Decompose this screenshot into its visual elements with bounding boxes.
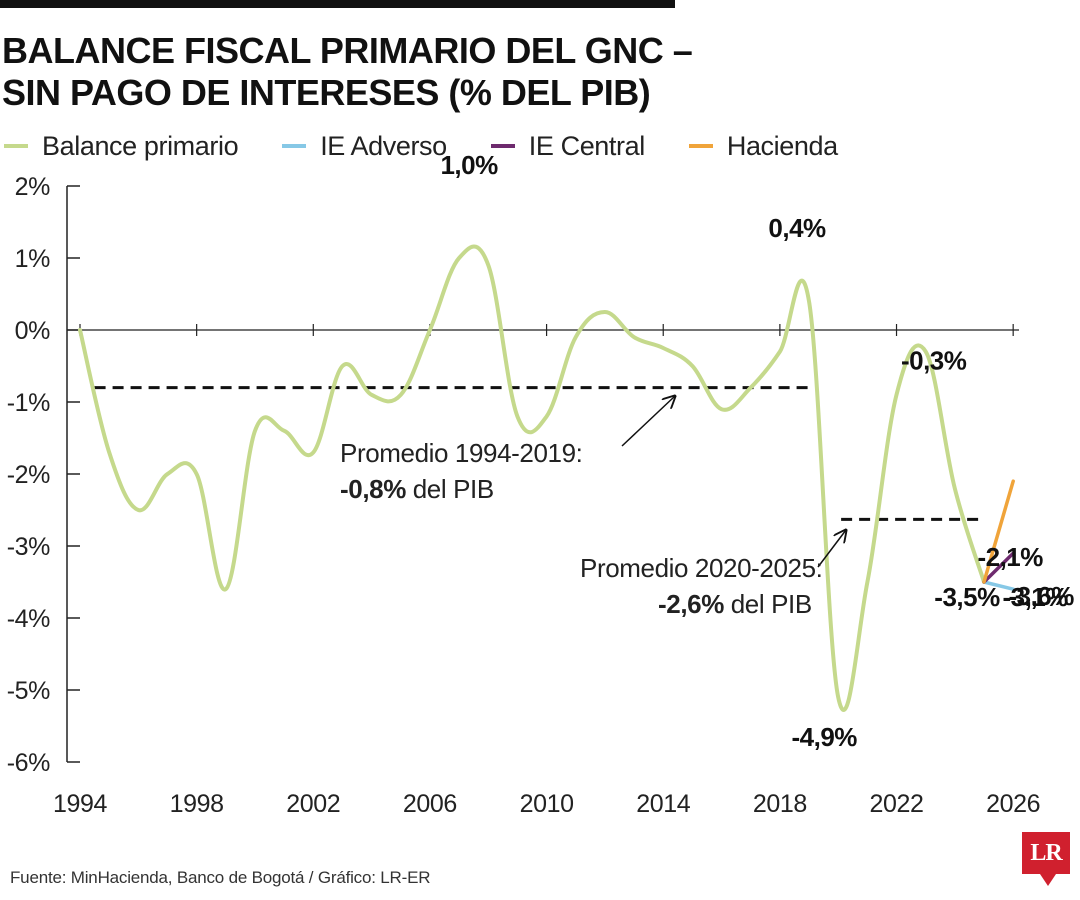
top-rule xyxy=(0,0,675,8)
legend-item-ie-central: IE Central xyxy=(490,130,645,162)
x-tick-label: 2006 xyxy=(403,790,457,818)
x-tick-label: 2002 xyxy=(286,790,340,818)
series-line-ie-adverso xyxy=(982,580,1015,591)
annotation-2020-2025-value: -2,6% xyxy=(658,589,724,619)
lr-logo-tail xyxy=(1040,874,1056,886)
data-label: -0,3% xyxy=(901,346,967,376)
x-tick-label: 2026 xyxy=(986,790,1040,818)
source-note: Fuente: MinHacienda, Banco de Bogotá / G… xyxy=(10,868,431,887)
lr-logo-text: LR xyxy=(1030,840,1062,866)
series-line-ie-central xyxy=(982,551,1015,584)
x-tick-label: 2010 xyxy=(520,790,574,818)
y-tick-label: -1% xyxy=(7,389,50,417)
chart-title: BALANCE FISCAL PRIMARIO DEL GNC – SIN PA… xyxy=(2,30,693,114)
legend-item-hacienda: Hacienda xyxy=(688,130,838,162)
annotation-1994-2019-value: -0,8% xyxy=(340,474,406,504)
series-line-hacienda xyxy=(982,479,1015,584)
chart-title-line-2: SIN PAGO DE INTERESES (% DEL PIB) xyxy=(2,72,651,113)
legend: Balance primario IE Adverso IE Central H… xyxy=(4,128,882,164)
legend-label: Hacienda xyxy=(726,130,838,161)
y-tick-label: -5% xyxy=(7,677,50,705)
annotation-1994-2019-suffix: del PIB xyxy=(406,474,494,504)
annotation-2020-2025-suffix: del PIB xyxy=(724,589,812,619)
x-tick-label: 2022 xyxy=(870,790,924,818)
annotation-2020-2025: Promedio 2020-2025: -2,6% del PIB xyxy=(580,553,829,619)
x-tick-label: 2014 xyxy=(636,790,691,818)
legend-swatch xyxy=(282,144,307,148)
legend-label: IE Adverso xyxy=(320,130,447,161)
chart-title-line-1: BALANCE FISCAL PRIMARIO DEL GNC – xyxy=(2,30,693,71)
legend-swatch xyxy=(688,144,713,148)
series-lines xyxy=(78,244,1015,712)
annotation-1994-2019: Promedio 1994-2019: -0,8% del PIB xyxy=(340,438,589,504)
x-tick-label: 1994 xyxy=(53,790,108,818)
y-tick-label: -4% xyxy=(7,605,50,633)
legend-item-balance-primario: Balance primario xyxy=(4,130,239,162)
y-tick-label: 1% xyxy=(15,245,51,273)
annotation-arrows xyxy=(621,396,846,568)
y-tick-label: -2% xyxy=(7,461,50,489)
lr-logo: LR xyxy=(1022,832,1070,874)
data-label: 0,4% xyxy=(768,213,826,243)
series-line-balance-primario xyxy=(78,244,986,712)
data-label: 1,0% xyxy=(440,150,498,180)
legend-label: IE Central xyxy=(528,130,645,161)
y-tick-label: -3% xyxy=(7,533,50,561)
x-tick-label: 2018 xyxy=(753,790,807,818)
y-tick-label: 2% xyxy=(15,173,51,201)
data-label: -3,5% xyxy=(934,582,1000,612)
axes: 2% 1% 0% -1% -2% -3% -4% -5% -6%1994 1998 2002 2006… xyxy=(7,173,1041,818)
x-tick-label: 1998 xyxy=(170,790,224,818)
legend-item-ie-adverso: IE Adverso xyxy=(282,131,447,162)
data-labels: 1,0% 0,4% -0,3% -4,9% -3,5% -2,1% -3,1%-3,6% xyxy=(440,150,1074,752)
data-label: -3,1% xyxy=(1002,582,1068,612)
data-label: -3,6% xyxy=(1008,581,1074,611)
annotation-1994-2019-line1: Promedio 1994-2019: xyxy=(340,438,582,468)
annotation-2020-2025-line1: Promedio 2020-2025: xyxy=(580,553,822,583)
data-label: -4,9% xyxy=(791,722,857,752)
annotation-arrow xyxy=(621,396,675,447)
data-label: -2,1% xyxy=(977,542,1043,572)
average-lines xyxy=(94,386,985,521)
legend-label: Balance primario xyxy=(42,130,239,161)
legend-swatch xyxy=(490,144,515,148)
legend-swatch xyxy=(4,144,28,148)
annotation-arrow xyxy=(817,530,846,568)
y-tick-label: 0% xyxy=(15,317,51,345)
y-tick-label: -6% xyxy=(7,749,50,777)
